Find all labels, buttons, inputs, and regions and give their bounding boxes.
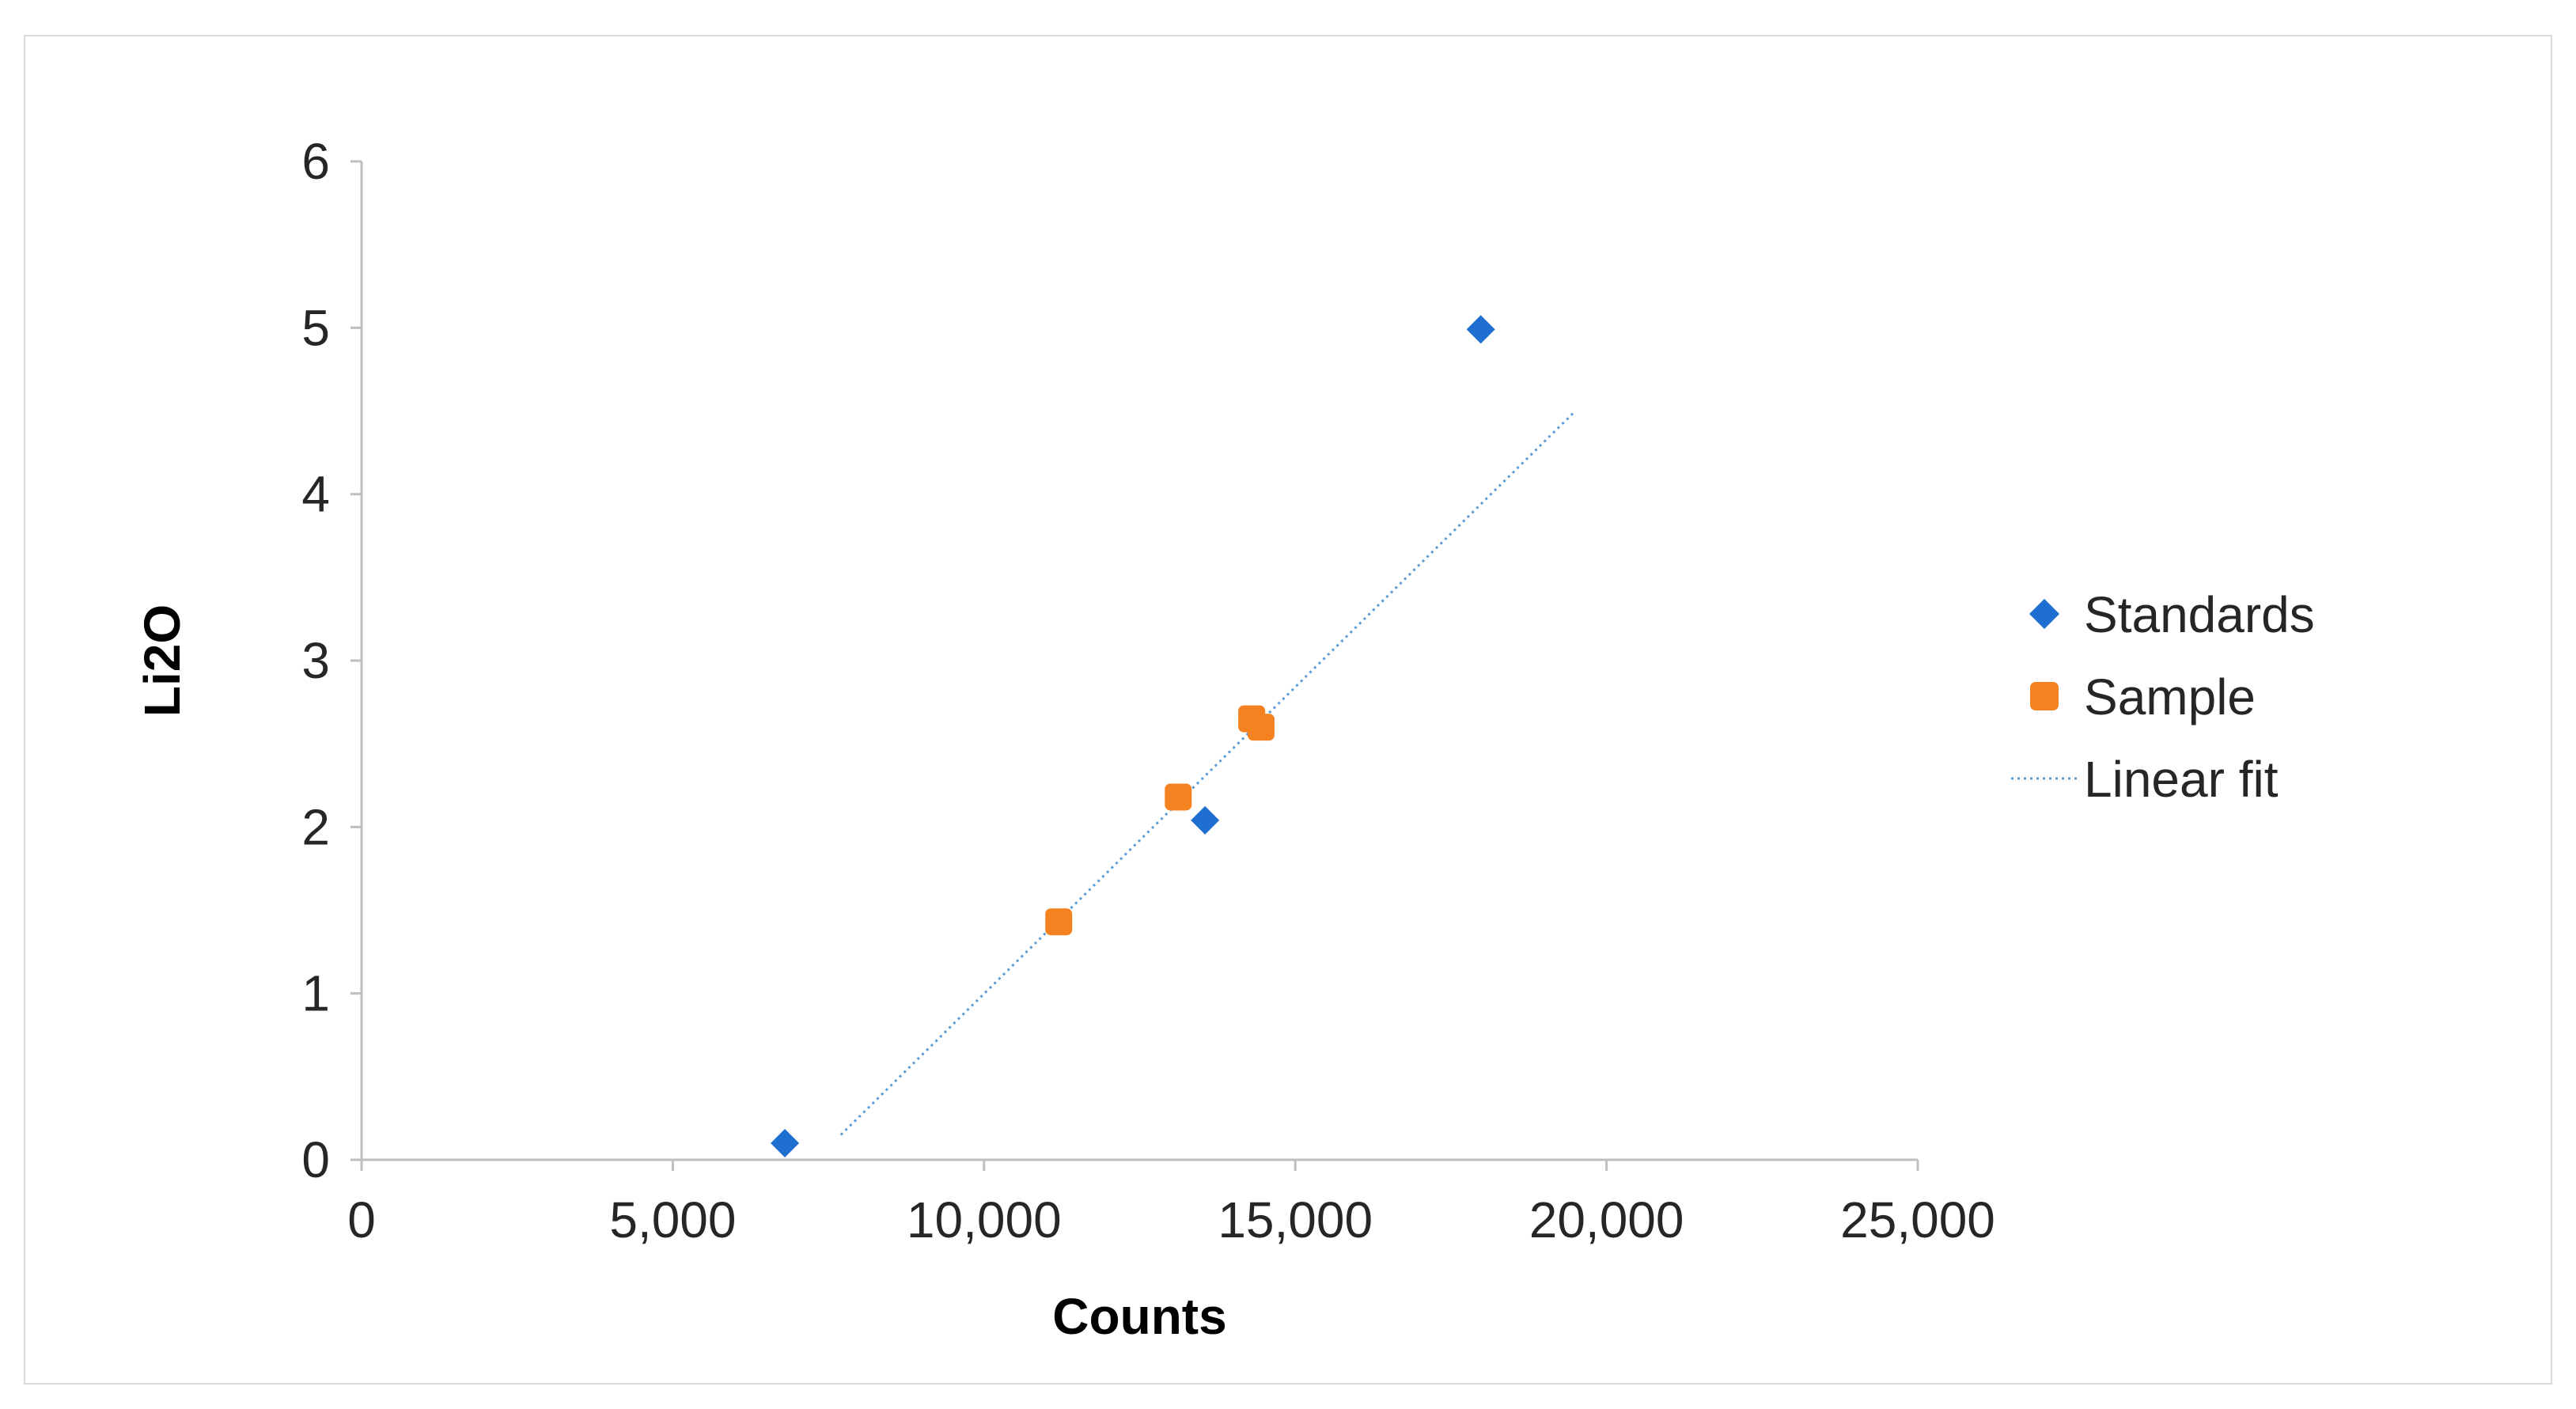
legend-swatch-standards [2029, 599, 2059, 629]
legend-label: Sample [2084, 669, 2256, 725]
chart-frame: 0 5,000 10,000 15,000 20,000 25,000 0 1 2 3 4 5 6 St… [24, 35, 2552, 1384]
standards-point [1466, 315, 1495, 344]
x-tick-label: 20,000 [1529, 1191, 1684, 1248]
x-axis-title: Counts [1052, 1288, 1226, 1345]
x-tick-label: 15,000 [1218, 1191, 1373, 1248]
x-tick-label: 10,000 [907, 1191, 1062, 1248]
fit-line-layer [839, 410, 1577, 1136]
y-axis-title: Li2O [134, 604, 191, 717]
points-layer [771, 315, 1495, 1157]
axes: 0 5,000 10,000 15,000 20,000 25,000 0 1 2 3 4 5 6 [301, 133, 1995, 1248]
sample-point [1247, 714, 1275, 741]
y-tick-label: 4 [301, 466, 330, 523]
y-tick-label: 1 [301, 965, 330, 1022]
y-tick-label: 5 [301, 299, 330, 356]
y-tick-label: 0 [301, 1131, 330, 1188]
y-tick-label: 2 [301, 798, 330, 855]
y-tick-label: 3 [301, 632, 330, 689]
x-tick-label: 25,000 [1840, 1191, 1995, 1248]
y-tick-label: 6 [301, 133, 330, 190]
legend-label: Standards [2084, 586, 2315, 643]
legend: Standards Sample Linear fit [2011, 586, 2315, 808]
x-tick-label: 0 [347, 1191, 376, 1248]
sample-point [1165, 783, 1192, 811]
standards-point [771, 1128, 800, 1157]
chart-plot: 0 5,000 10,000 15,000 20,000 25,000 0 1 2 3 4 5 6 St… [134, 133, 2315, 1345]
x-tick-label: 5,000 [609, 1191, 736, 1248]
standards-point [1191, 805, 1220, 835]
sample-point [1045, 908, 1073, 936]
legend-label: Linear fit [2084, 751, 2279, 808]
linear-fit-line [839, 410, 1577, 1136]
legend-swatch-sample [2030, 682, 2059, 710]
